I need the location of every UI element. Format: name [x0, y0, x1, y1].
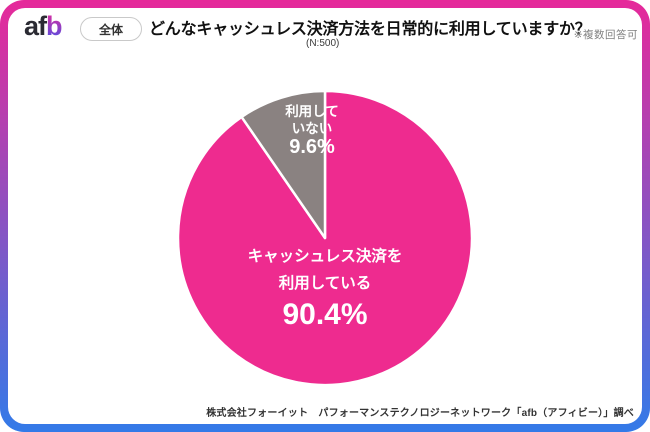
pie-chart: 利用して いない 9.6% キャッシュレス決済を 利用している 90.4%: [175, 88, 475, 388]
pie-label-not-using-pct: 9.6%: [289, 136, 335, 158]
multiple-answers-note: ※複数回答可: [573, 29, 638, 41]
pie-label-using: キャッシュレス決済を 利用している 90.4%: [175, 243, 475, 333]
pie-label-using-line1: キャッシュレス決済を: [247, 248, 403, 265]
pie-label-not-using-line2: いない: [291, 121, 333, 136]
pie-label-not-using-line1: 利用して: [285, 104, 339, 119]
survey-question-title: どんなキャッシュレス決済方法を日常的に利用していますか？: [149, 21, 591, 38]
scope-badge: 全体: [80, 17, 142, 41]
pie-label-using-pct: 90.4%: [282, 298, 368, 331]
pie-label-not-using: 利用して いない 9.6%: [252, 103, 372, 157]
afb-logo-b: b: [46, 11, 62, 41]
pie-label-using-line2: 利用している: [278, 275, 372, 292]
afb-logo-af: af: [24, 11, 47, 41]
scope-badge-label: 全体: [98, 22, 123, 37]
source-credit: 株式会社フォーイット パフォーマンステクノロジーネットワーク「afb（アフィビー…: [206, 408, 634, 419]
sample-size-label: (N:500): [306, 38, 340, 49]
pie-svg: [176, 89, 474, 387]
pie-slice-1: [240, 89, 327, 240]
afb-logo: afb: [24, 11, 62, 42]
